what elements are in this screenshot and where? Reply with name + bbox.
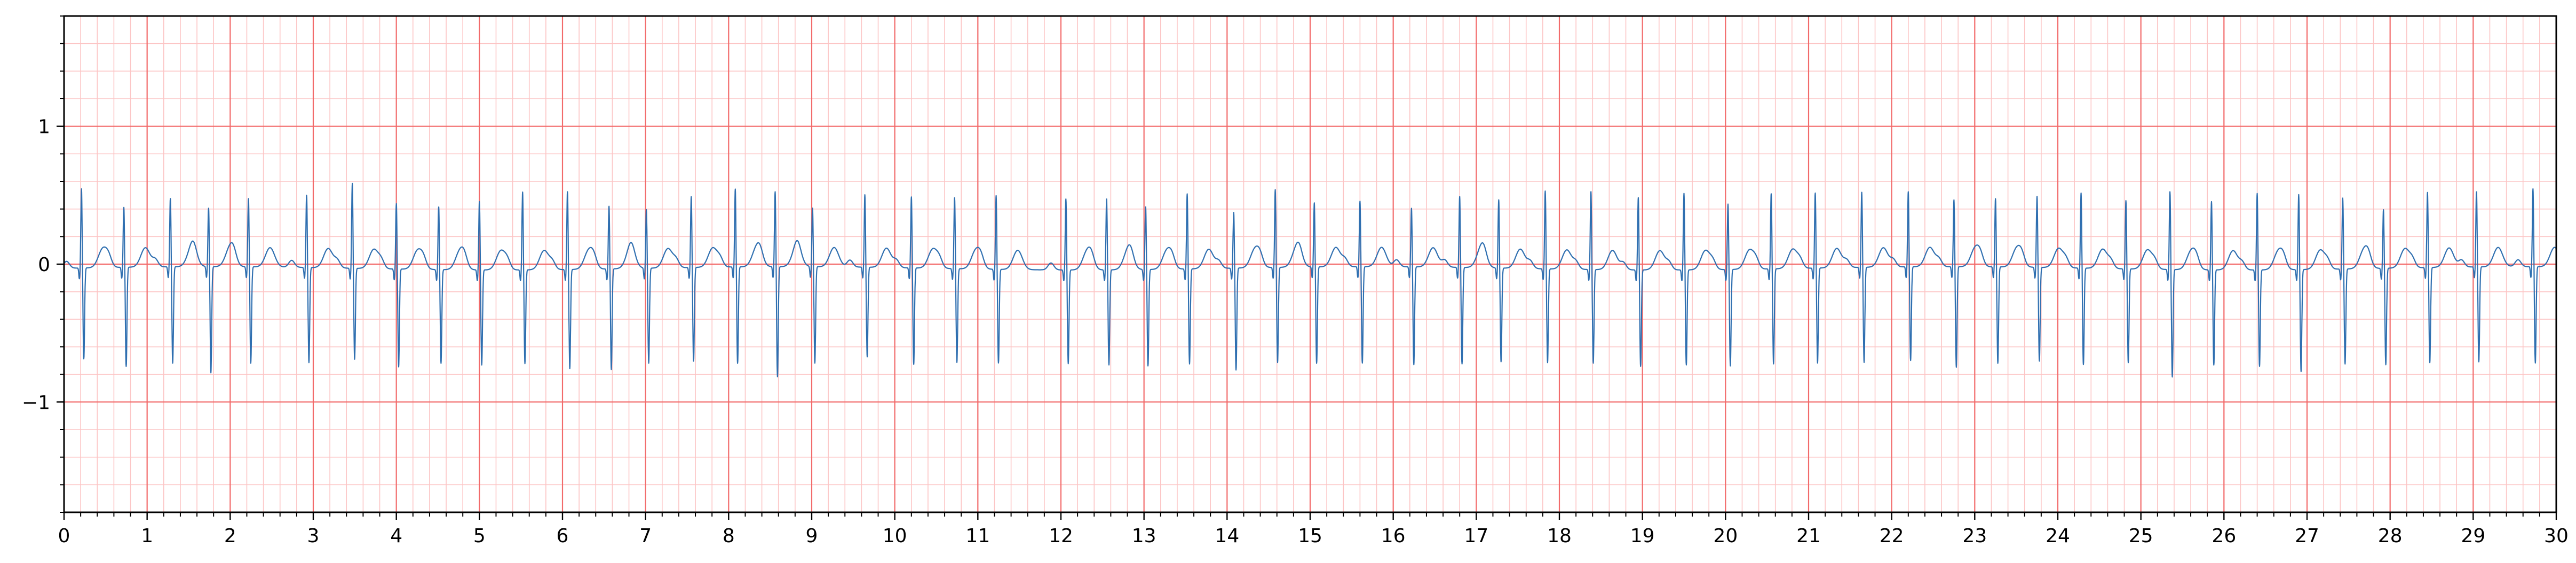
- y-axis: 1 0 −1: [22, 15, 64, 513]
- x-tick-label: 5: [473, 525, 486, 547]
- ecg-series-line: [64, 183, 2557, 378]
- y-tick-label: 0: [38, 254, 50, 276]
- x-tick-label: 10: [883, 525, 907, 547]
- x-tick-label: 14: [1215, 525, 1239, 547]
- x-tick-label: 4: [390, 525, 402, 547]
- x-tick-label: 26: [2212, 525, 2236, 547]
- x-tick-label: 19: [1630, 525, 1655, 547]
- x-tick-label: 21: [1796, 525, 1821, 547]
- x-tick-label: 23: [1962, 525, 1987, 547]
- x-tick-label: 18: [1547, 525, 1572, 547]
- x-tick-label: 2: [224, 525, 236, 547]
- x-tick-label: 7: [639, 525, 652, 547]
- x-axis: 0 1 2 3 4 5 6 7 8 9 10 11 12 13 14 15 16 17 18 19 20 21 22 23 24…: [58, 512, 2569, 547]
- x-tick-label: 27: [2295, 525, 2319, 547]
- x-tick-label: 13: [1132, 525, 1156, 547]
- x-tick-label: 29: [2461, 525, 2485, 547]
- x-tick-label: 28: [2378, 525, 2403, 547]
- x-tick-label: 11: [965, 525, 990, 547]
- x-tick-label: 24: [2046, 525, 2070, 547]
- x-tick-label: 8: [723, 525, 735, 547]
- x-tick-label: 25: [2129, 525, 2153, 547]
- x-tick-label: 20: [1713, 525, 1738, 547]
- x-tick-label: 22: [1880, 525, 1904, 547]
- y-tick-label: −1: [22, 392, 50, 414]
- x-tick-label: 1: [141, 525, 153, 547]
- x-tick-label: 3: [307, 525, 320, 547]
- x-tick-label: 17: [1464, 525, 1488, 547]
- x-tick-label: 6: [557, 525, 569, 547]
- x-tick-label: 16: [1381, 525, 1406, 547]
- x-tick-label: 0: [58, 525, 70, 547]
- x-tick-label: 12: [1049, 525, 1073, 547]
- x-tick-label: 30: [2544, 525, 2569, 547]
- y-tick-label: 1: [38, 116, 50, 138]
- plot-area: [63, 15, 2557, 513]
- x-tick-label: 15: [1298, 525, 1322, 547]
- x-tick-label: 9: [806, 525, 818, 547]
